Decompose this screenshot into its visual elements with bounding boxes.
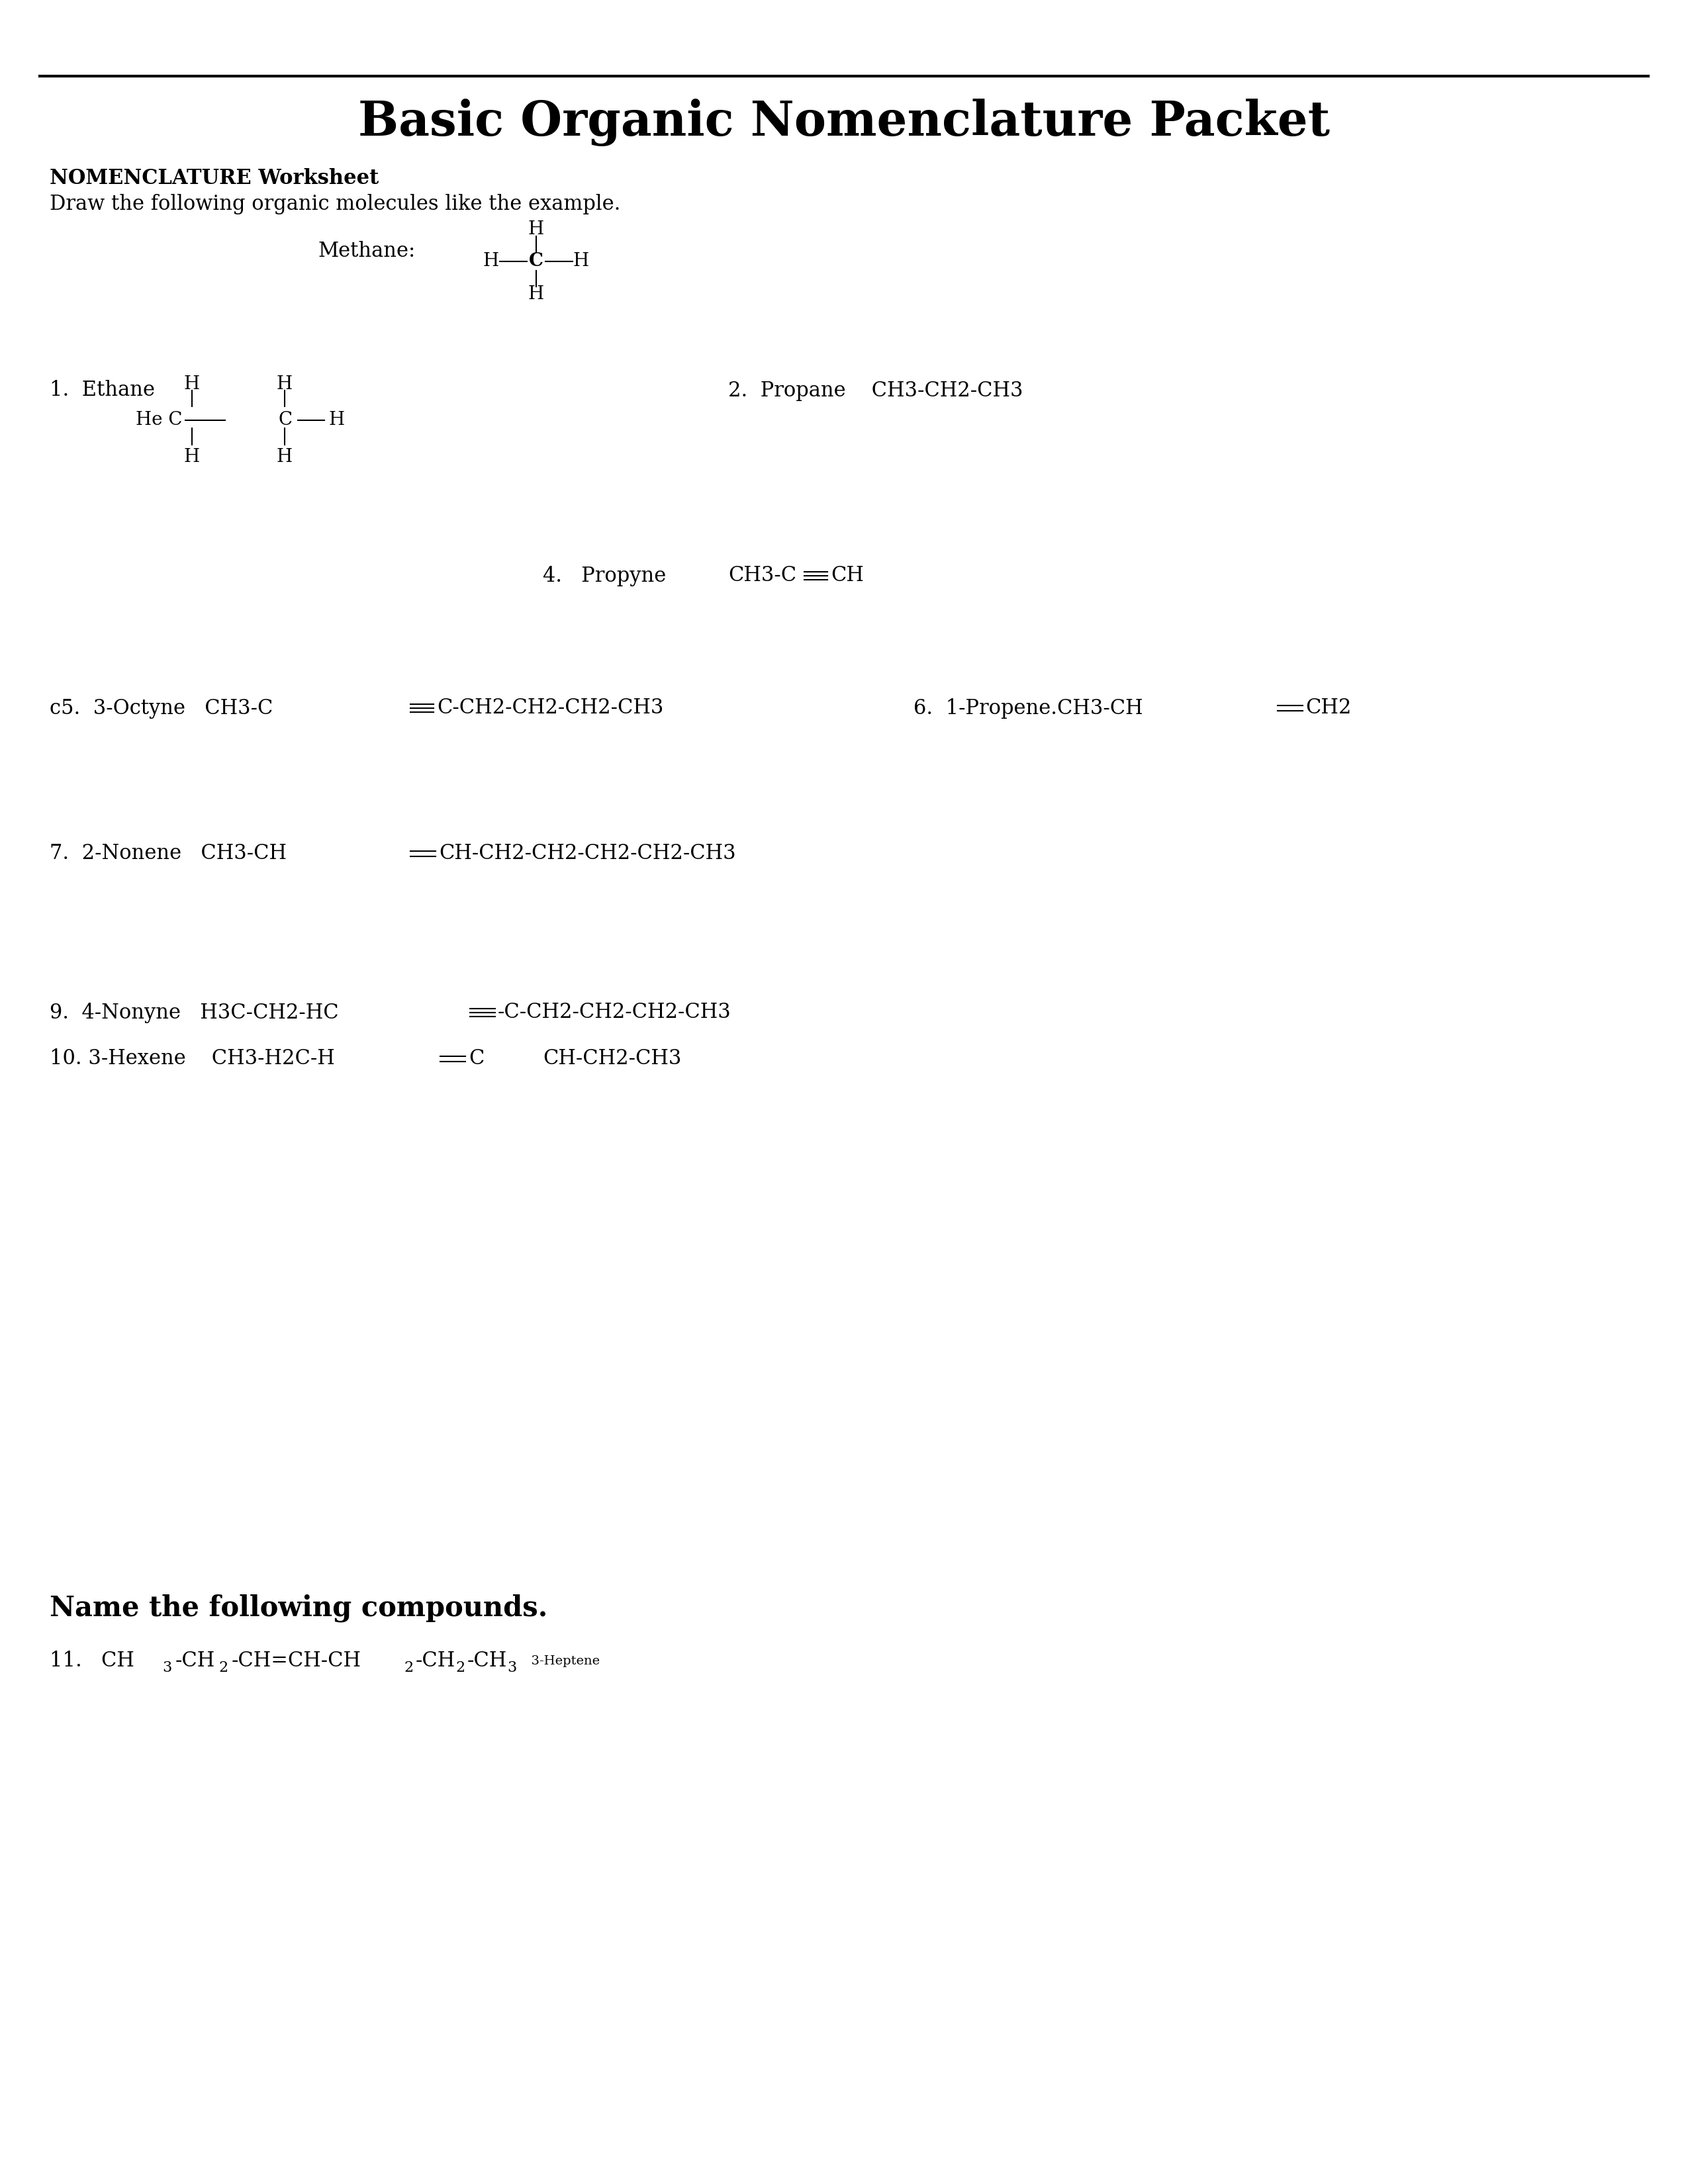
Text: 2.  Propane    CH3-CH2-CH3: 2. Propane CH3-CH2-CH3 xyxy=(728,380,1023,400)
Text: Basic Organic Nomenclature Packet: Basic Organic Nomenclature Packet xyxy=(358,98,1330,146)
Text: -CH=CH-CH: -CH=CH-CH xyxy=(231,1651,361,1671)
Text: 2: 2 xyxy=(456,1660,464,1675)
Text: 3: 3 xyxy=(506,1660,517,1675)
Text: 4.   Propyne: 4. Propyne xyxy=(544,566,667,585)
Text: CH2: CH2 xyxy=(1305,699,1352,719)
Text: CH-CH2-CH3: CH-CH2-CH3 xyxy=(544,1048,682,1070)
Text: H: H xyxy=(184,448,199,465)
Text: Methane:: Methane: xyxy=(317,240,415,262)
Text: C: C xyxy=(528,253,544,271)
Text: H: H xyxy=(277,448,292,465)
Text: H: H xyxy=(184,376,199,393)
Text: H: H xyxy=(528,221,544,238)
Text: c5.  3-Octyne   CH3-C: c5. 3-Octyne CH3-C xyxy=(49,699,280,719)
Text: 1.  Ethane: 1. Ethane xyxy=(49,380,155,400)
Text: 2: 2 xyxy=(218,1660,228,1675)
Text: Name the following compounds.: Name the following compounds. xyxy=(49,1594,547,1623)
Text: -CH: -CH xyxy=(415,1651,456,1671)
Text: CH: CH xyxy=(830,566,864,585)
Text: CH3-C: CH3-C xyxy=(728,566,797,585)
Text: 10. 3-Hexene    CH3-H2C-H: 10. 3-Hexene CH3-H2C-H xyxy=(49,1048,334,1070)
Text: C: C xyxy=(279,411,292,430)
Text: H: H xyxy=(483,253,500,271)
Text: -CH: -CH xyxy=(176,1651,216,1671)
Text: 9.  4-Nonyne   H3C-CH2-HC: 9. 4-Nonyne H3C-CH2-HC xyxy=(49,1002,344,1022)
Text: 6.  1-Propene.CH3-CH: 6. 1-Propene.CH3-CH xyxy=(913,699,1143,719)
Text: -C-CH2-CH2-CH2-CH3: -C-CH2-CH2-CH2-CH3 xyxy=(498,1002,731,1022)
Text: H: H xyxy=(528,286,544,304)
Text: 3-Heptene: 3-Heptene xyxy=(523,1655,599,1666)
Text: CH-CH2-CH2-CH2-CH2-CH3: CH-CH2-CH2-CH2-CH2-CH3 xyxy=(439,843,736,865)
Text: NOMENCLATURE Worksheet: NOMENCLATURE Worksheet xyxy=(49,168,378,190)
Text: H: H xyxy=(277,376,292,393)
Text: -CH: -CH xyxy=(468,1651,506,1671)
Text: 7.  2-Nonene   CH3-CH: 7. 2-Nonene CH3-CH xyxy=(49,843,294,865)
Text: 2: 2 xyxy=(403,1660,414,1675)
Text: H: H xyxy=(329,411,344,430)
Text: 11.   CH: 11. CH xyxy=(49,1651,135,1671)
Text: H: H xyxy=(574,253,589,271)
Text: C-CH2-CH2-CH2-CH3: C-CH2-CH2-CH2-CH3 xyxy=(437,699,663,719)
Text: 3: 3 xyxy=(162,1660,172,1675)
Text: Draw the following organic molecules like the example.: Draw the following organic molecules lik… xyxy=(49,194,621,214)
Text: He C: He C xyxy=(135,411,182,430)
Text: C: C xyxy=(469,1048,484,1070)
